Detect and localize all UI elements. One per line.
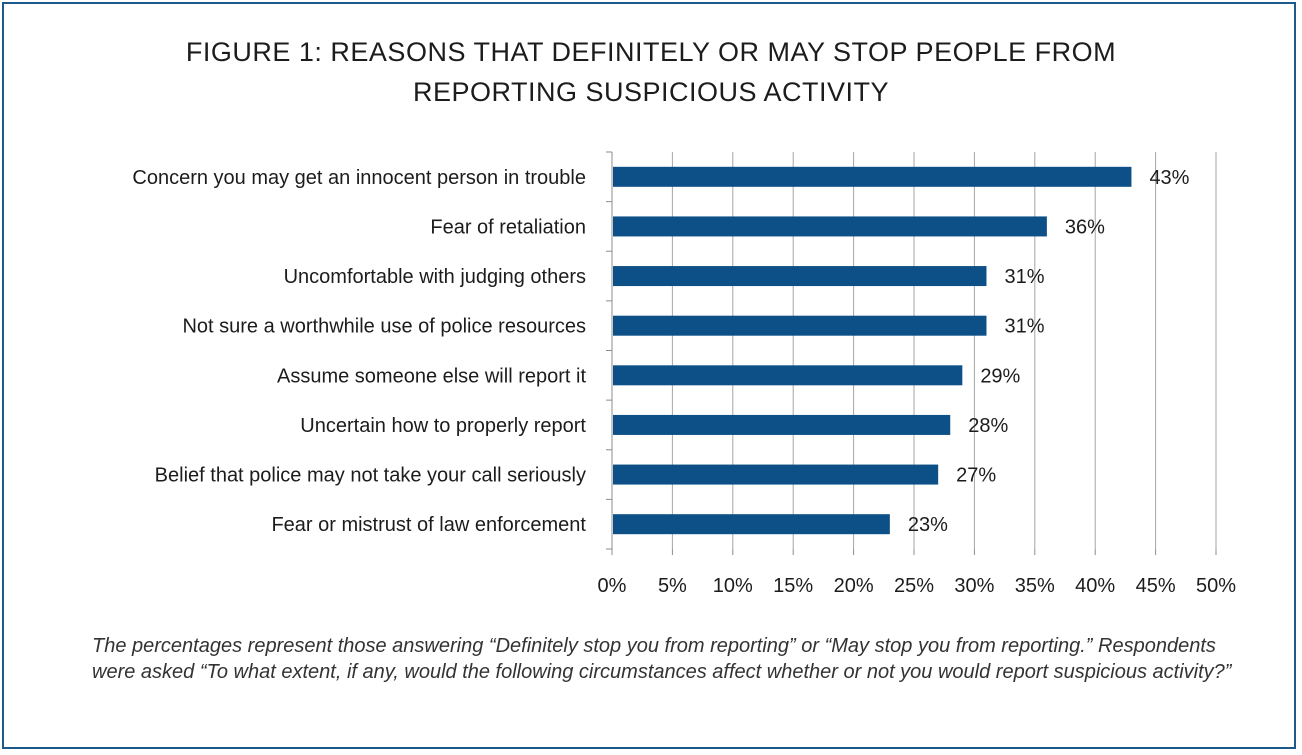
x-tick-label: 20%: [834, 575, 874, 597]
x-tick-label: 40%: [1075, 575, 1115, 597]
x-tick-label: 0%: [598, 575, 627, 597]
chart-title-line-1: FIGURE 1: REASONS THAT DEFINITELY OR MAY…: [185, 37, 1117, 67]
x-tick-label: 25%: [894, 575, 934, 597]
x-tick-label: 5%: [658, 575, 687, 597]
chart-title: FIGURE 1: REASONS THAT DEFINITELY OR MAY…: [0, 32, 1302, 112]
data-label: 31%: [1004, 316, 1044, 338]
bar: [613, 514, 890, 535]
bar: [613, 166, 1132, 187]
category-label: Assume someone else will report it: [277, 365, 586, 387]
x-tick-label: 35%: [1015, 575, 1055, 597]
category-label: Fear or mistrust of law enforcement: [271, 514, 586, 536]
data-label: 36%: [1065, 216, 1105, 238]
bar: [613, 414, 951, 435]
category-label: Uncertain how to properly report: [300, 415, 586, 437]
category-label: Uncomfortable with judging others: [284, 266, 586, 288]
chart-title-line-2: REPORTING SUSPICIOUS ACTIVITY: [412, 77, 890, 107]
x-tick-label: 45%: [1136, 575, 1176, 597]
x-tick-label: 30%: [954, 575, 994, 597]
bar: [613, 266, 987, 287]
x-tick-label: 10%: [713, 575, 753, 597]
x-tick-label: 50%: [1196, 575, 1236, 597]
data-label: 28%: [968, 415, 1008, 437]
data-label: 27%: [956, 465, 996, 487]
bar: [613, 216, 1047, 237]
bar: [613, 464, 939, 485]
data-label: 43%: [1149, 167, 1189, 189]
x-tick-label: 15%: [773, 575, 813, 597]
category-label: Fear of retaliation: [430, 216, 586, 238]
category-label: Not sure a worthwhile use of police reso…: [182, 316, 586, 338]
bar: [613, 315, 987, 336]
category-label: Concern you may get an innocent person i…: [132, 167, 586, 189]
data-label: 23%: [908, 514, 948, 536]
data-label: 31%: [1004, 266, 1044, 288]
bar: [613, 365, 963, 386]
bar-chart: Concern you may get an innocent person i…: [132, 151, 1236, 597]
category-label: Belief that police may not take your cal…: [155, 465, 586, 487]
chart-footnote: The percentages represent those answerin…: [92, 635, 1232, 683]
data-label: 29%: [980, 365, 1020, 387]
